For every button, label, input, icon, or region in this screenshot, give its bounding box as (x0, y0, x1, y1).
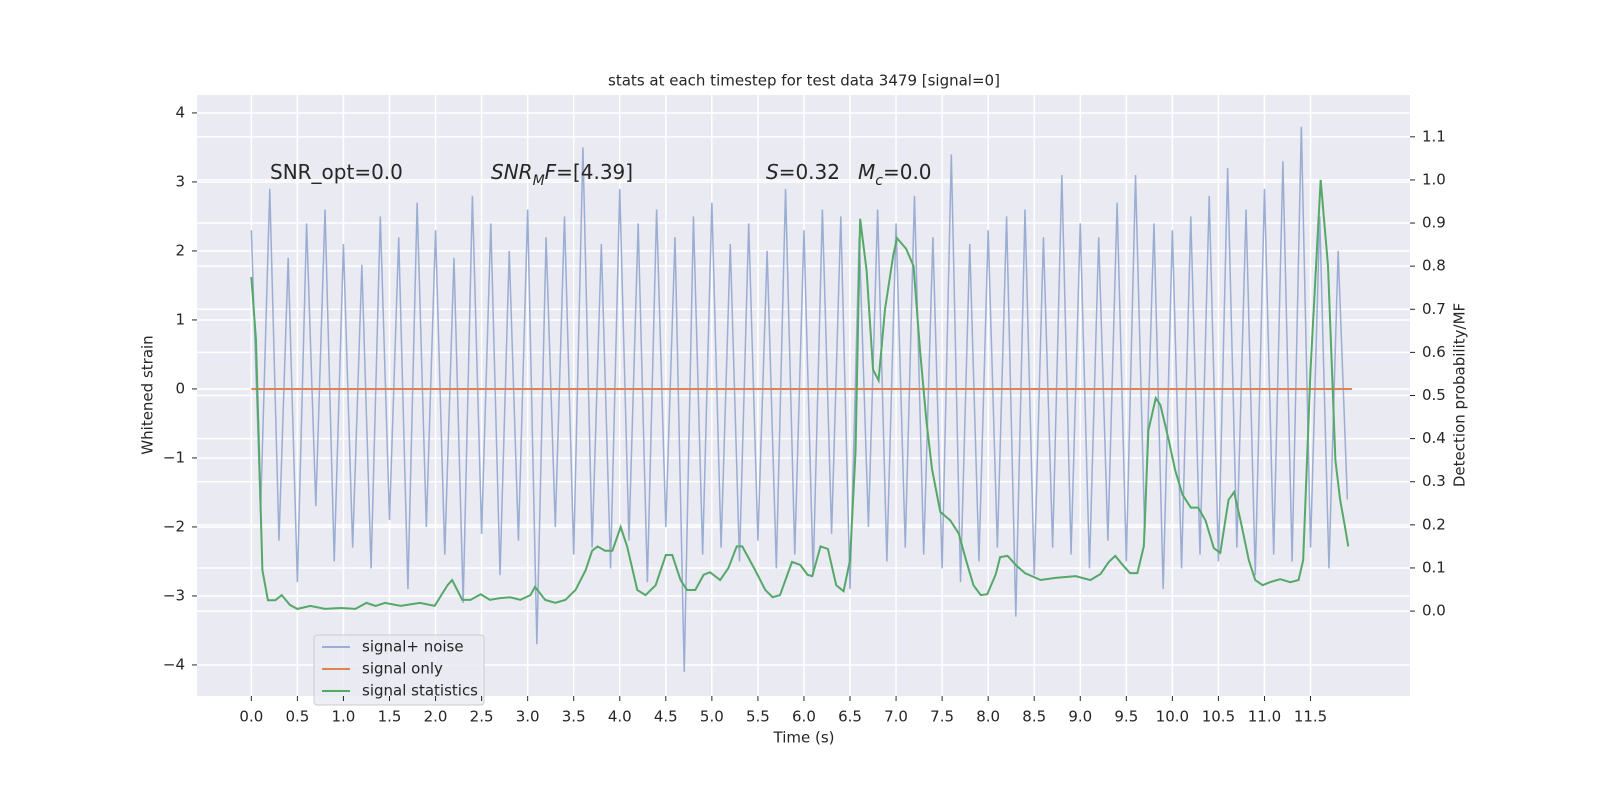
y2-tick-label: 0.0 (1422, 602, 1446, 620)
x-tick-label: 7.0 (884, 708, 908, 726)
x-tick-label: 4.0 (608, 708, 632, 726)
x-tick-label: 4.5 (654, 708, 678, 726)
annotation: SNR_opt=0.0 (270, 160, 403, 184)
x-tick-label: 6.0 (792, 708, 816, 726)
annotation: S=0.32 (766, 160, 840, 184)
series-line (250, 126, 1349, 672)
x-tick-label: 9.5 (1114, 708, 1138, 726)
y2-tick-label: 1.1 (1422, 127, 1446, 145)
x-tick-label: 10.5 (1202, 708, 1235, 726)
annotation-part: =0.32 (779, 160, 840, 184)
x-axis-label: Time (s) (773, 729, 835, 747)
y2-tick-label: 0.6 (1422, 343, 1446, 361)
x-tick-label: 8.0 (976, 708, 1000, 726)
x-tick-label: 0.5 (285, 708, 309, 726)
annotation-part: SNR (491, 160, 533, 184)
y2-axis-label: Detection probability/MF (1451, 303, 1469, 487)
y-tick-label: 3 (175, 172, 185, 190)
x-tick-label: 3.5 (562, 708, 586, 726)
y2-tick-label: 0.9 (1422, 214, 1446, 232)
x-tick-label: 10.0 (1156, 708, 1189, 726)
y2-tick-label: 0.3 (1422, 472, 1446, 490)
x-tick-label: 2.0 (424, 708, 448, 726)
y-tick-label: −1 (163, 448, 185, 466)
legend-label: signal+ noise (362, 638, 464, 656)
x-tick-label: 9.0 (1068, 708, 1092, 726)
y-axis-label: Whitened strain (139, 335, 157, 454)
y2-tick-label: 0.8 (1422, 257, 1446, 275)
annotation-part: M (533, 173, 545, 189)
annotation-part: c (875, 173, 883, 189)
x-tick-label: 0.0 (239, 708, 263, 726)
annotation-part: S (766, 160, 779, 184)
y-tick-label: 0 (175, 379, 185, 397)
x-tick-label: 3.0 (516, 708, 540, 726)
legend-label: signal only (362, 660, 443, 678)
x-tick-label: 1.5 (378, 708, 402, 726)
x-tick-label: 5.0 (700, 708, 724, 726)
y2-tick-label: 0.2 (1422, 515, 1446, 533)
y2-tick-label: 0.5 (1422, 386, 1446, 404)
y-tick-label: 1 (175, 310, 185, 328)
legend-label: signal statistics (362, 682, 478, 700)
y-tick-label: −3 (163, 586, 185, 604)
y2-tick-label: 0.4 (1422, 429, 1446, 447)
annotation-part: F (545, 160, 557, 184)
annotation: SNRMF=[4.39] (491, 160, 633, 190)
y-tick-label: 2 (175, 241, 185, 259)
y2-tick-label: 0.7 (1422, 300, 1446, 318)
x-tick-label: 7.5 (930, 708, 954, 726)
annotation-part: SNR_opt=0.0 (270, 160, 403, 184)
x-tick-label: 2.5 (470, 708, 494, 726)
y2-tick-label: 0.1 (1422, 558, 1446, 576)
y-tick-label: −4 (163, 655, 185, 673)
y-tick-label: 4 (175, 103, 185, 121)
annotation: Mc=0.0 (858, 160, 932, 190)
x-tick-label: 11.5 (1294, 708, 1327, 726)
annotation-part: =0.0 (883, 160, 932, 184)
chart-title: stats at each timestep for test data 347… (608, 72, 1000, 90)
x-tick-label: 11.0 (1248, 708, 1281, 726)
legend-box (313, 634, 485, 706)
x-tick-label: 1.0 (332, 708, 356, 726)
y2-tick-label: 1.0 (1422, 170, 1446, 188)
annotation-part: M (858, 160, 875, 184)
y-tick-label: −2 (163, 517, 185, 535)
x-tick-label: 6.5 (838, 708, 862, 726)
series-line (250, 179, 1350, 610)
x-tick-label: 5.5 (746, 708, 770, 726)
annotation-part: =[4.39] (556, 160, 633, 184)
x-tick-label: 8.5 (1022, 708, 1046, 726)
